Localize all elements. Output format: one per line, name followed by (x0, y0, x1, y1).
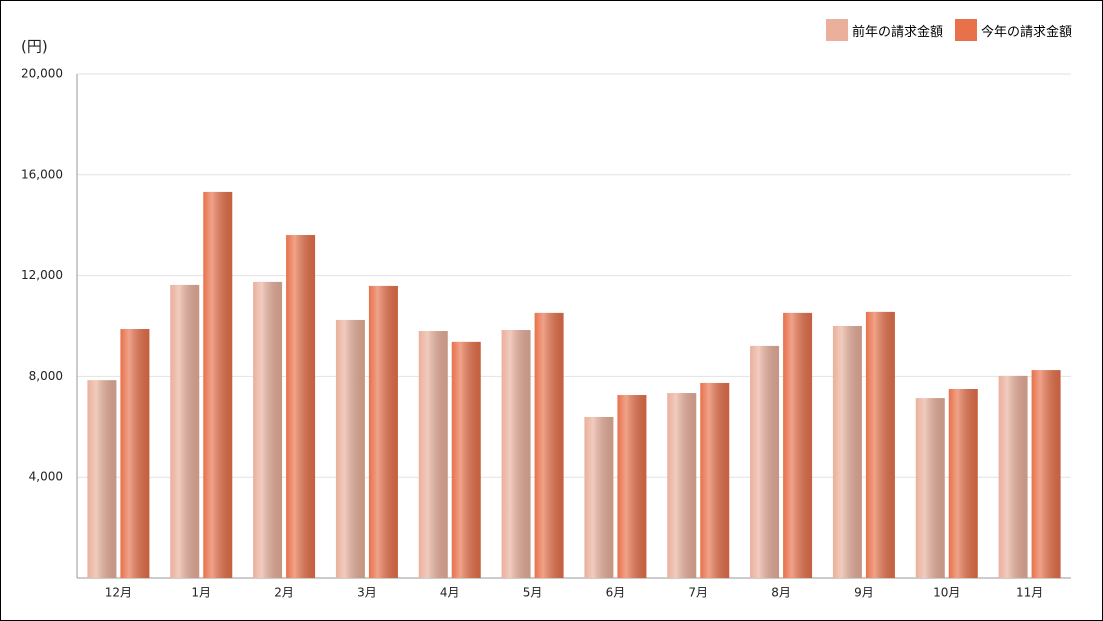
x-tick-label: 4月 (440, 586, 460, 600)
bar-sheen (700, 382, 730, 578)
legend-label: 前年の請求金額 (851, 24, 943, 40)
y-tick-label: 8,000 (29, 369, 63, 383)
bar-sheen (120, 329, 150, 578)
bar-sheen (253, 281, 283, 578)
y-axis-label: (円) (21, 38, 48, 56)
legend: 前年の請求金額 今年の請求金額 (825, 19, 1072, 41)
y-tick-label: 12,000 (21, 268, 63, 282)
legend-label: 今年の請求金額 (980, 24, 1072, 40)
x-tick-label: 12月 (105, 586, 132, 600)
x-tick-label: 10月 (933, 586, 960, 600)
bar-sheen (948, 389, 978, 578)
bar-sheen (617, 395, 647, 578)
bar-sheen (998, 375, 1028, 578)
x-tick-label: 1月 (191, 586, 211, 600)
bar-sheen (667, 393, 697, 578)
y-tick-label: 16,000 (21, 167, 63, 181)
x-tick-label: 9月 (854, 586, 874, 600)
bar-sheen (451, 341, 481, 578)
legend-item: 今年の請求金額 (954, 19, 1072, 41)
bar-sheen (286, 235, 316, 578)
y-tick-label: 4,000 (29, 470, 63, 484)
bar-sheen (368, 285, 398, 578)
bar-sheen (832, 326, 862, 578)
bar-sheen (203, 191, 233, 578)
bar-sheen (783, 312, 813, 578)
x-tick-label: 6月 (606, 586, 626, 600)
bar-sheen (915, 398, 945, 578)
legend-swatch (825, 19, 848, 41)
bar-sheen (534, 312, 564, 578)
x-tick-label: 2月 (274, 586, 294, 600)
bar-sheen (1031, 370, 1061, 578)
x-tick-label: 8月 (771, 586, 791, 600)
bar-sheen (501, 330, 531, 578)
bar-sheen (170, 284, 200, 578)
x-tick-label: 3月 (357, 586, 377, 600)
legend-item: 前年の請求金額 (825, 19, 943, 41)
bar-sheen (750, 345, 780, 578)
legend-swatch (954, 19, 977, 41)
bar-sheen (584, 416, 614, 578)
x-tick-label: 5月 (523, 586, 543, 600)
bar-sheen (865, 311, 895, 578)
x-tick-label: 11月 (1016, 586, 1043, 600)
bar-sheen (87, 380, 117, 578)
y-tick-label: 20,000 (21, 67, 63, 81)
bar-sheen (418, 331, 448, 578)
bar-sheen (335, 319, 365, 578)
x-tick-label: 7月 (688, 586, 708, 600)
